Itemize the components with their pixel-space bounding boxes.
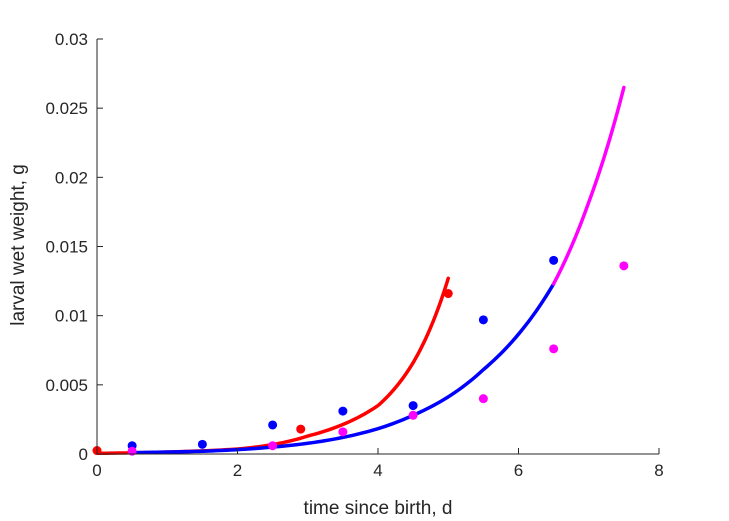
fit-curve — [551, 85, 626, 286]
data-point — [408, 410, 418, 420]
y-tick-label: 0.025 — [45, 99, 88, 118]
x-tick-label: 8 — [654, 461, 663, 480]
y-tick-label: 0 — [79, 445, 88, 464]
data-point — [268, 441, 278, 451]
data-point — [197, 439, 207, 449]
x-tick-label: 0 — [92, 461, 101, 480]
data-point — [478, 315, 488, 325]
ticks-layer: 0 2 4 6 8 0 0.005 0.01 0.015 0.02 0.025 0.03 — [45, 30, 663, 480]
data-point — [443, 289, 453, 299]
data-point — [478, 394, 488, 404]
data-point — [619, 261, 629, 271]
y-tick-label: 0.015 — [45, 238, 88, 257]
y-tick-label: 0.03 — [55, 30, 88, 49]
data-point — [127, 446, 137, 456]
data-point — [408, 401, 418, 411]
x-axis-label: time since birth, d — [304, 498, 453, 519]
x-tick-label: 2 — [233, 461, 242, 480]
y-tick-label: 0.01 — [55, 307, 88, 326]
data-point — [549, 255, 559, 265]
data-point — [338, 406, 348, 416]
x-tick-label: 6 — [514, 461, 523, 480]
data-point — [549, 344, 559, 354]
y-axis-label: larval wet weight, g — [8, 164, 29, 326]
curves-layer — [95, 85, 626, 456]
x-tick-label: 4 — [373, 461, 382, 480]
points-layer — [92, 255, 629, 456]
data-point — [268, 420, 278, 430]
y-tick-label: 0.005 — [45, 376, 88, 395]
data-point — [338, 427, 348, 437]
fit-curve — [130, 282, 556, 455]
data-point — [296, 424, 306, 434]
y-tick-label: 0.02 — [55, 168, 88, 187]
